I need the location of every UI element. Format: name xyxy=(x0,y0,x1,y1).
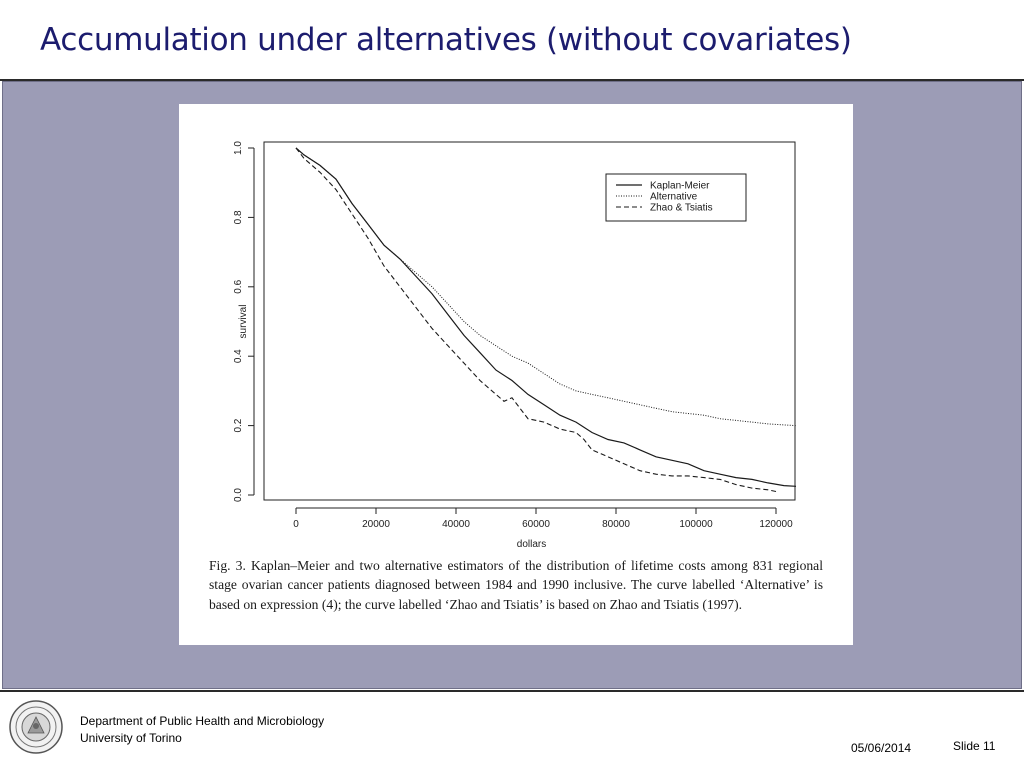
figure-image: 0 20000 40000 60000 80000 100000 120000 dollars… xyxy=(179,104,853,645)
footer-divider xyxy=(0,690,1024,692)
footer-date: 05/06/2014 xyxy=(851,741,912,755)
series-line-0 xyxy=(295,147,797,487)
plot-frame xyxy=(263,141,796,501)
y-tick-label: 0.0 xyxy=(233,488,244,502)
y-axis-label: survival xyxy=(238,305,249,339)
x-tick-label: 100000 xyxy=(679,519,713,530)
y-tick-label: 0.8 xyxy=(233,210,244,224)
y-tick-label: 0.6 xyxy=(233,279,244,293)
survival-chart: 0 20000 40000 60000 80000 100000 120000 dollars… xyxy=(233,141,797,549)
series-line-2 xyxy=(295,147,777,493)
legend-box xyxy=(605,173,747,222)
slide-title: Accumulation under alternatives (without… xyxy=(40,22,852,58)
x-tick-label: 120000 xyxy=(759,519,793,530)
legend-label: Kaplan-Meier xyxy=(650,181,710,192)
x-tick-label: 60000 xyxy=(522,519,550,530)
x-axis-label: dollars xyxy=(517,539,546,549)
title-divider xyxy=(0,79,1024,81)
x-tick-label: 40000 xyxy=(442,519,470,530)
legend-label: Alternative xyxy=(650,192,698,203)
figure-caption: Fig. 3. Kaplan–Meier and two alternative… xyxy=(209,558,823,612)
footer-university: University of Torino xyxy=(80,731,182,745)
slide-number: Slide 11 xyxy=(953,739,996,753)
y-tick-label: 1.0 xyxy=(233,141,244,155)
legend-label: Zhao & Tsiatis xyxy=(650,203,713,214)
x-tick-label: 20000 xyxy=(362,519,390,530)
university-seal-icon xyxy=(9,700,63,754)
y-tick-label: 0.2 xyxy=(233,418,244,432)
footer-department: Department of Public Health and Microbio… xyxy=(80,714,325,728)
x-tick-label: 80000 xyxy=(602,519,630,530)
x-tick-label: 0 xyxy=(293,519,299,530)
y-tick-label: 0.4 xyxy=(233,349,244,363)
